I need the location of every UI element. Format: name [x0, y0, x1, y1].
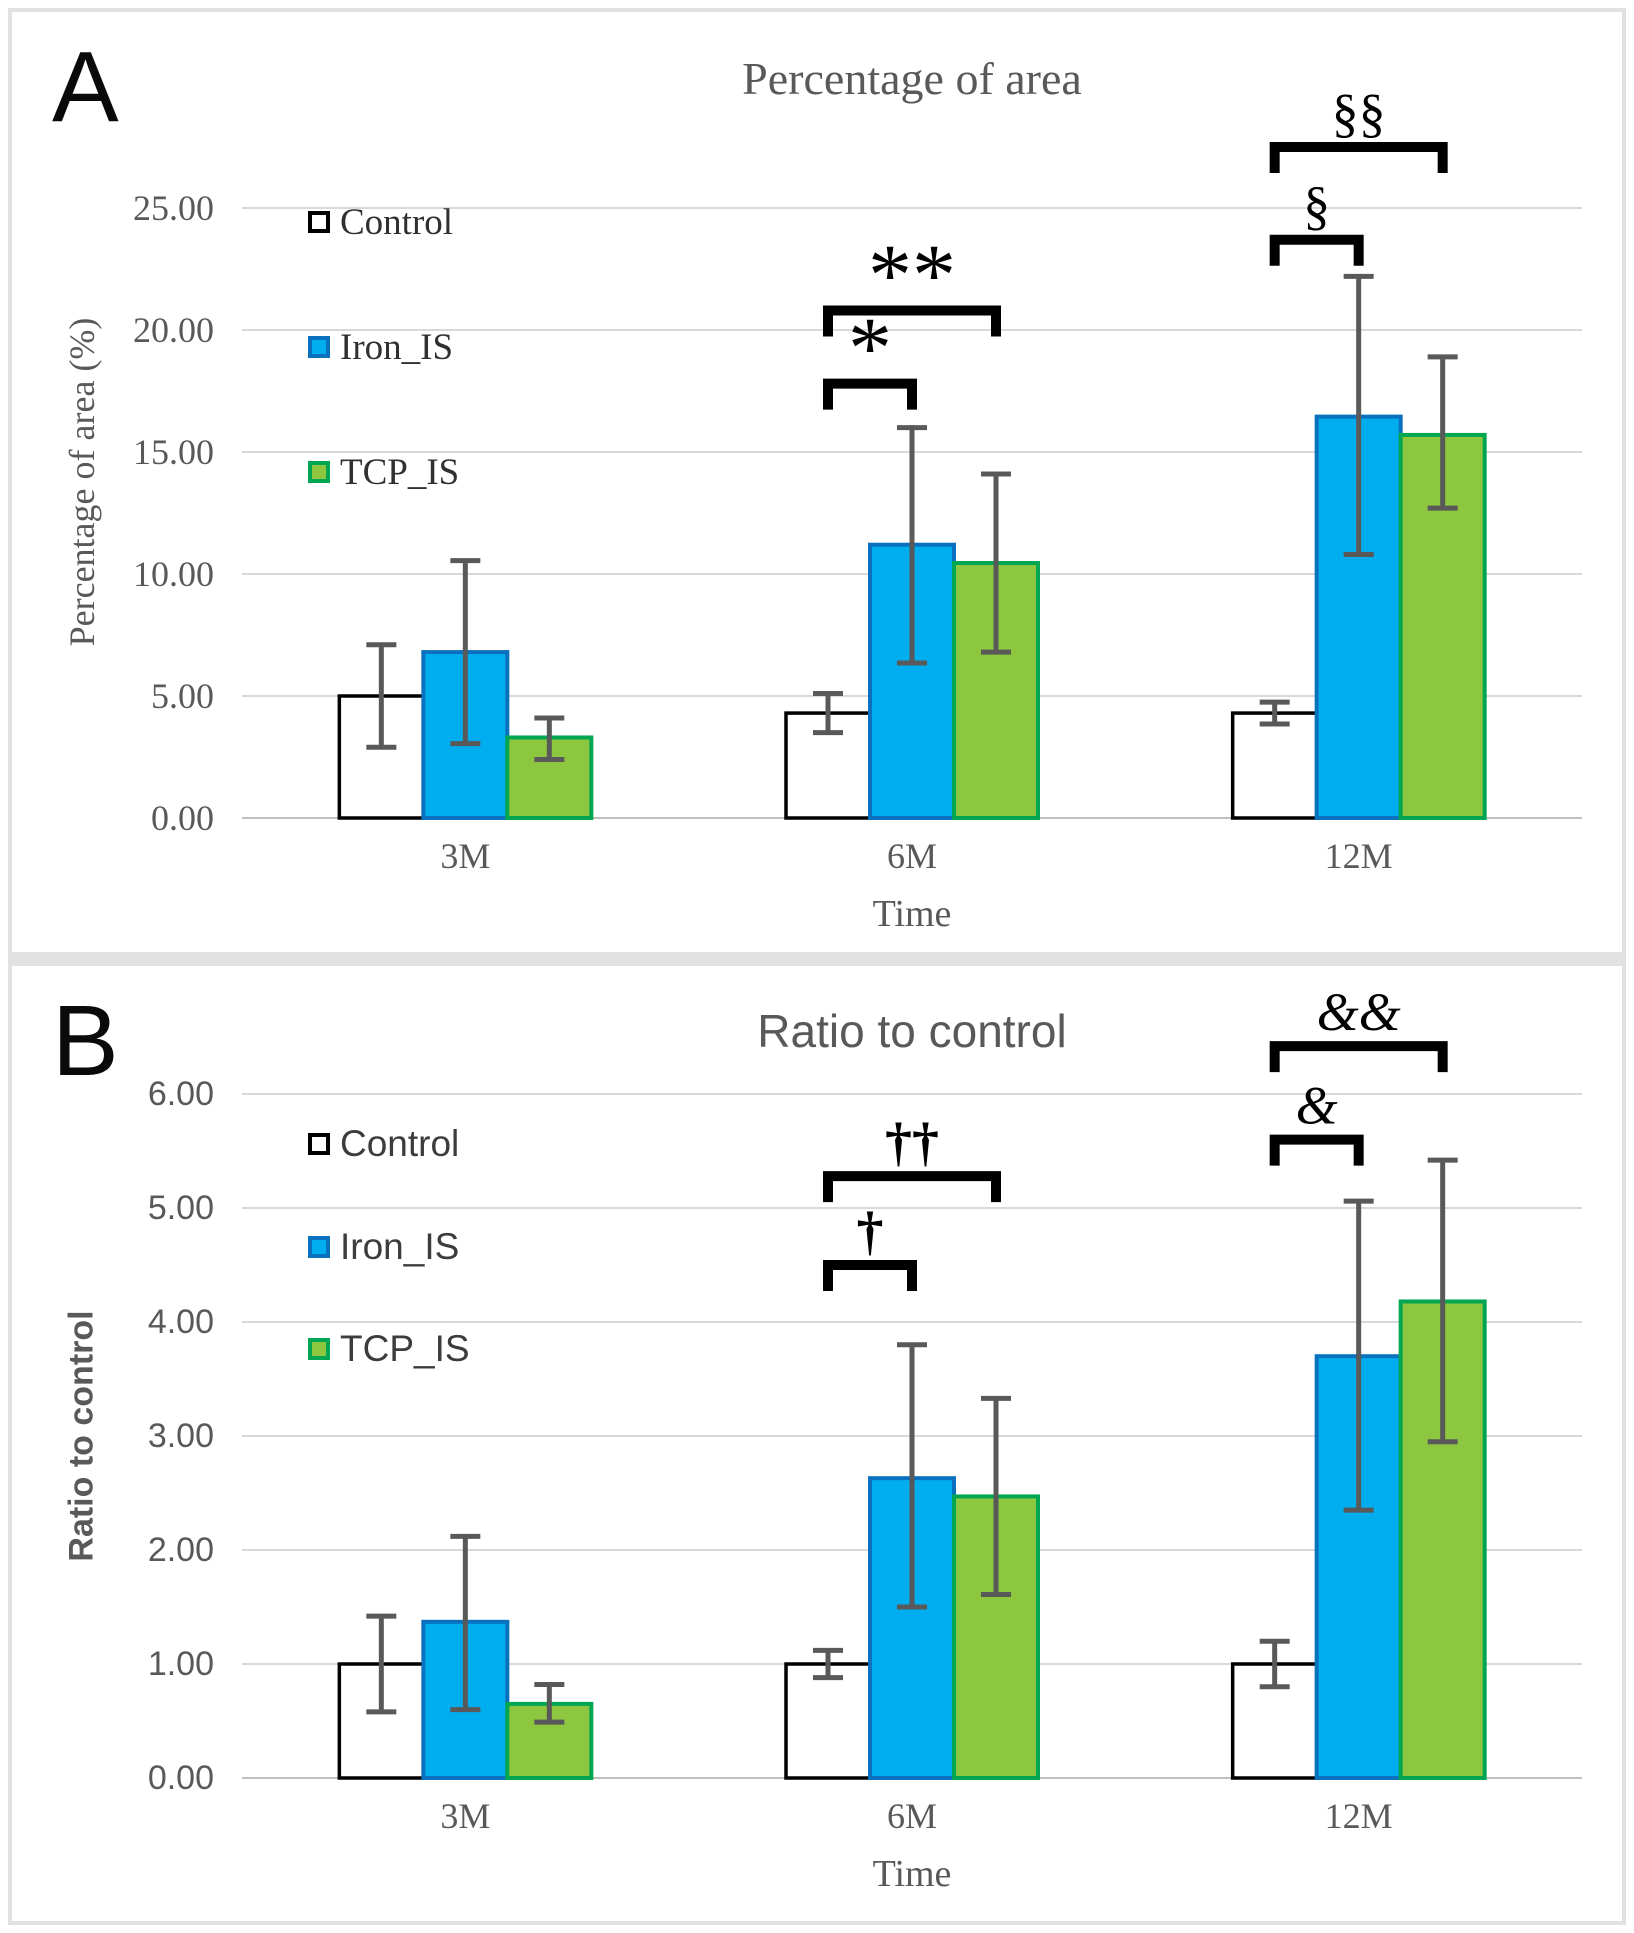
significance-bracket — [1269, 234, 1364, 266]
y-tick-label: 25.00 — [133, 188, 214, 228]
y-tick-label: 6.00 — [148, 1075, 214, 1113]
legend-label: Control — [340, 201, 454, 243]
x-tick-label: 6M — [887, 1796, 937, 1836]
y-tick-label: 2.00 — [148, 1531, 214, 1569]
y-tick-label: 15.00 — [133, 432, 214, 472]
significance-label: § — [1303, 176, 1330, 236]
significance-label: §§ — [1332, 83, 1386, 143]
x-axis-title: Time — [873, 893, 952, 935]
iron-is-swatch-icon — [308, 1236, 330, 1258]
bar-Control-12M — [1230, 711, 1319, 820]
panel-b-title: Ratio to control — [757, 1005, 1067, 1057]
significance-bracket — [823, 1260, 917, 1291]
x-tick-label: 12M — [1325, 1796, 1393, 1836]
legend-item-tcp-is: TCP_IS — [308, 452, 459, 493]
significance-label: && — [1317, 982, 1401, 1042]
panel-a-y-axis-title: Percentage of area (%) — [62, 317, 102, 647]
legend-item-iron-is: Iron_IS — [308, 327, 453, 368]
x-axis-title: Time — [873, 1853, 952, 1895]
significance-label: & — [1296, 1076, 1338, 1136]
panel-b-y-axis-title: Ratio to control — [62, 1310, 101, 1562]
significance-bracket — [1269, 142, 1448, 173]
y-tick-label: 0.00 — [151, 798, 214, 838]
panel-a-title: Percentage of area — [742, 53, 1082, 104]
significance-bracket — [823, 305, 1001, 337]
legend-label: Iron_IS — [340, 326, 454, 368]
control-swatch-icon — [308, 211, 330, 233]
significance-bracket — [1269, 1041, 1448, 1073]
bar-Control-6M — [784, 1662, 872, 1780]
significance-label: * — [848, 301, 892, 398]
figure-frame: 0.00 5.00 10.00 15.00 20.00 25.00 * ** § §§ 3M 6M 12… — [8, 8, 1626, 1925]
y-tick-label: 3.00 — [148, 1417, 214, 1455]
legend-item-control: Control — [308, 202, 453, 243]
panel-b: 0.00 1.00 2.00 3.00 4.00 5.00 6.00 † †† & && 3M 6M 12… — [12, 966, 1622, 1921]
panel-a-chart: 0.00 5.00 10.00 15.00 20.00 25.00 *** §§§ 3M 6M 12… — [133, 83, 1582, 935]
x-tick-label: 3M — [440, 836, 490, 876]
panel-a: 0.00 5.00 10.00 15.00 20.00 25.00 * ** § §§ 3M 6M 12… — [12, 12, 1622, 952]
y-tick-label: 5.00 — [151, 676, 214, 716]
legend-label: TCP_IS — [340, 1328, 470, 1369]
legend-label: TCP_IS — [340, 451, 460, 493]
tcp-is-swatch-icon — [308, 461, 330, 483]
legend-label: Iron_IS — [340, 1226, 460, 1267]
legend-item-control: Control — [308, 1123, 460, 1164]
panel-divider — [12, 952, 1622, 966]
panel-b-letter: B — [52, 985, 119, 1097]
significance-bracket — [823, 378, 917, 410]
legend-item-iron-is: Iron_IS — [308, 1226, 460, 1267]
x-tick-label: 12M — [1325, 836, 1393, 876]
panel-a-letter: A — [52, 31, 119, 143]
y-tick-label: 5.00 — [148, 1189, 214, 1227]
legend-label: Control — [340, 1123, 460, 1164]
significance-bracket — [823, 1171, 1001, 1203]
y-tick-label: 1.00 — [148, 1645, 214, 1683]
iron-is-swatch-icon — [308, 336, 330, 358]
legend-item-tcp-is: TCP_IS — [308, 1328, 470, 1369]
y-tick-label: 20.00 — [133, 310, 214, 350]
panel-b-chart: 0.001.002.003.004.005.006.00†††&&&3M 6M 12… — [148, 982, 1582, 1895]
control-swatch-icon — [308, 1133, 330, 1155]
y-tick-label: 0.00 — [148, 1759, 214, 1797]
tcp-is-swatch-icon — [308, 1338, 330, 1360]
y-tick-label: 10.00 — [133, 554, 214, 594]
significance-bracket — [1269, 1134, 1364, 1166]
x-tick-label: 3M — [440, 1796, 490, 1836]
x-tick-label: 6M — [887, 836, 937, 876]
significance-label: ** — [868, 227, 956, 324]
y-tick-label: 4.00 — [148, 1303, 214, 1341]
significance-label: †† — [885, 1112, 939, 1172]
significance-label: † — [857, 1201, 884, 1261]
